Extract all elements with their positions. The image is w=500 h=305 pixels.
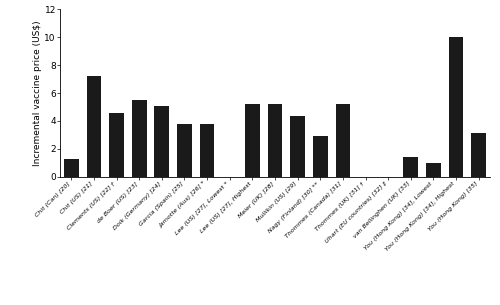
Bar: [336, 103, 350, 177]
Bar: [268, 104, 282, 177]
Bar: [404, 157, 418, 177]
Bar: [64, 160, 78, 177]
Bar: [109, 113, 124, 177]
Bar: [426, 163, 441, 177]
Bar: [177, 124, 192, 177]
Bar: [313, 136, 328, 177]
Bar: [200, 124, 214, 177]
Y-axis label: Incremental vaccine price (US$): Incremental vaccine price (US$): [32, 20, 42, 166]
Bar: [245, 104, 260, 177]
Bar: [86, 76, 102, 177]
Bar: [472, 133, 486, 177]
Bar: [132, 100, 146, 177]
Bar: [448, 37, 464, 177]
Bar: [290, 116, 305, 177]
Bar: [154, 106, 169, 177]
